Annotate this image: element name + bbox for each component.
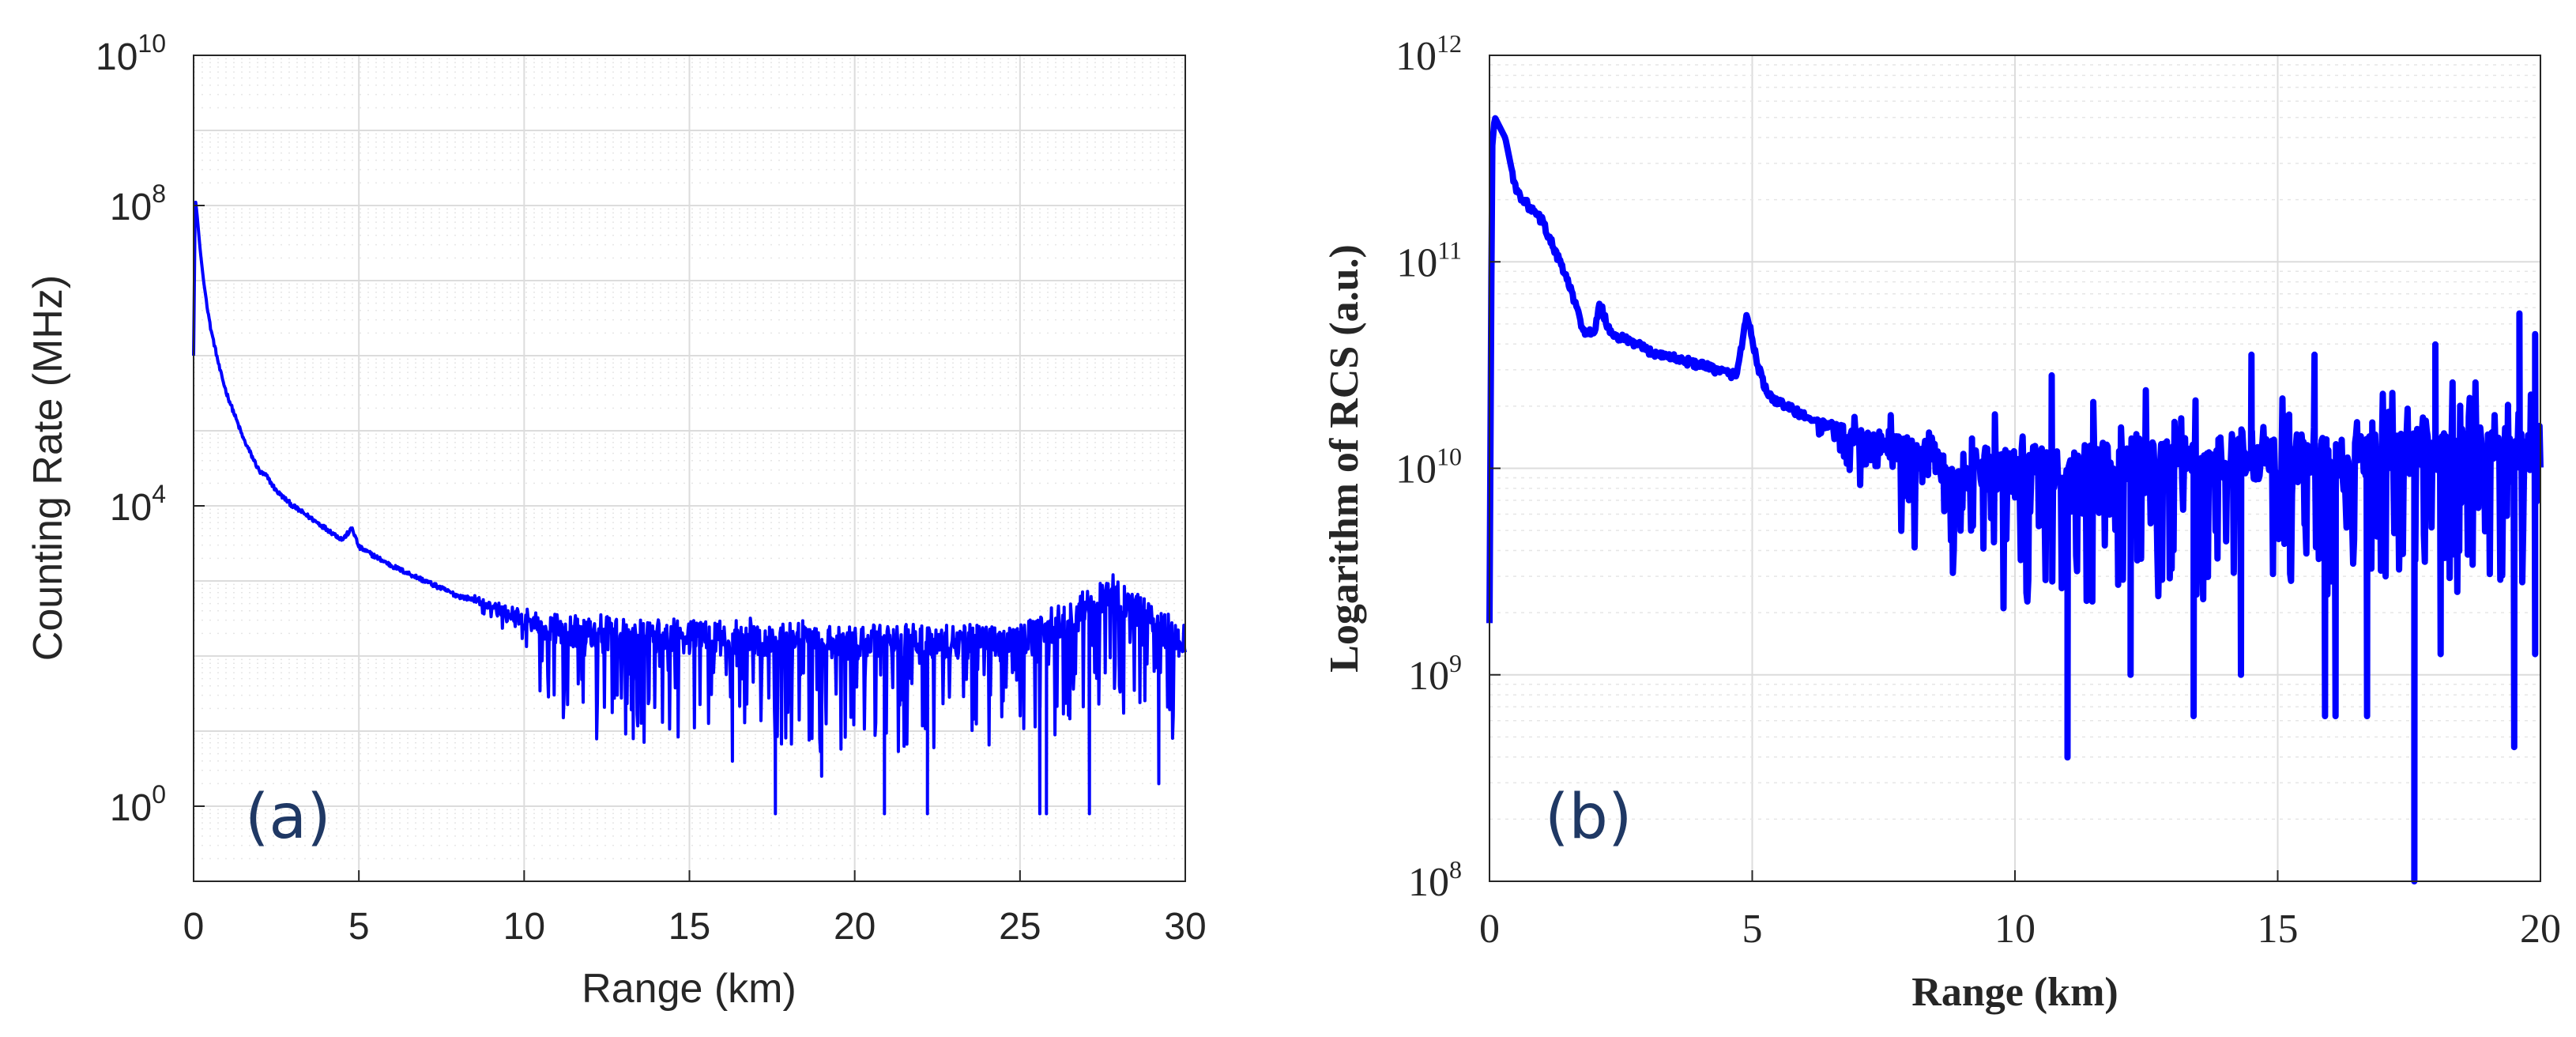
y-tick-label: 1010 bbox=[96, 29, 166, 78]
y-tick-power: 8 bbox=[1449, 855, 1462, 884]
y-tick-power: 0 bbox=[152, 780, 166, 809]
x-tick-label: 25 bbox=[999, 906, 1041, 948]
y-axis-label-a: Counting Rate (MHz) bbox=[25, 275, 71, 661]
x-axis-label-b: Range (km) bbox=[1911, 970, 2118, 1015]
y-tick-label: 109 bbox=[1408, 649, 1462, 699]
x-tick-label: 5 bbox=[1742, 907, 1763, 952]
grid-a bbox=[194, 55, 1185, 881]
x-tick-label: 5 bbox=[348, 906, 370, 948]
y-tick-label: 1011 bbox=[1396, 236, 1462, 285]
y-tick-base: 10 bbox=[110, 787, 152, 829]
x-tick-label: 0 bbox=[183, 906, 205, 948]
y-tick-power: 10 bbox=[137, 29, 166, 58]
x-tick-label: 20 bbox=[2520, 907, 2561, 952]
x-tick-label: 15 bbox=[2258, 907, 2299, 952]
y-tick-base: 10 bbox=[1396, 240, 1437, 285]
y-tick-power: 8 bbox=[152, 179, 166, 208]
y-tick-power: 12 bbox=[1437, 29, 1462, 58]
y-tick-label: 100 bbox=[110, 780, 166, 829]
y-tick-label: 1010 bbox=[1395, 443, 1462, 492]
y-axis-label-b: Logarithm of RCS (a.u.) bbox=[1322, 244, 1367, 673]
panel-tag-a: (a) bbox=[245, 782, 331, 853]
series-a bbox=[192, 200, 1187, 816]
y-tick-base: 10 bbox=[110, 487, 152, 529]
x-ticks-b: 0 5 10 15 20 bbox=[1479, 870, 2561, 952]
x-tick-label: 10 bbox=[1994, 907, 2036, 952]
grid-b bbox=[1489, 55, 2540, 881]
y-tick-base: 10 bbox=[96, 36, 137, 78]
x-tick-label: 10 bbox=[503, 906, 545, 948]
y-tick-label: 108 bbox=[1408, 855, 1462, 905]
y-tick-power: 9 bbox=[1449, 649, 1462, 677]
panel-tag-b: (b) bbox=[1545, 782, 1632, 853]
y-tick-power: 10 bbox=[1437, 443, 1462, 471]
y-tick-base: 10 bbox=[1408, 654, 1449, 699]
series-b bbox=[1486, 115, 2544, 884]
x-axis-label-a: Range (km) bbox=[582, 966, 797, 1012]
x-tick-label: 20 bbox=[834, 906, 876, 948]
x-tick-label: 30 bbox=[1164, 906, 1206, 948]
y-tick-power: 11 bbox=[1437, 236, 1462, 264]
y-tick-base: 10 bbox=[1395, 34, 1437, 79]
y-tick-label: 104 bbox=[110, 480, 166, 529]
y-tick-label: 108 bbox=[110, 179, 166, 228]
series-line bbox=[1486, 115, 2544, 884]
y-tick-base: 10 bbox=[1395, 447, 1437, 492]
y-tick-base: 10 bbox=[110, 187, 152, 228]
x-ticks-a: 0 5 10 15 20 25 30 bbox=[183, 870, 1207, 948]
y-tick-label: 1012 bbox=[1395, 29, 1462, 79]
y-tick-power: 4 bbox=[152, 480, 166, 508]
x-tick-label: 0 bbox=[1479, 907, 1500, 952]
y-tick-base: 10 bbox=[1408, 860, 1449, 905]
series-line bbox=[192, 200, 1187, 816]
x-tick-label: 15 bbox=[668, 906, 710, 948]
